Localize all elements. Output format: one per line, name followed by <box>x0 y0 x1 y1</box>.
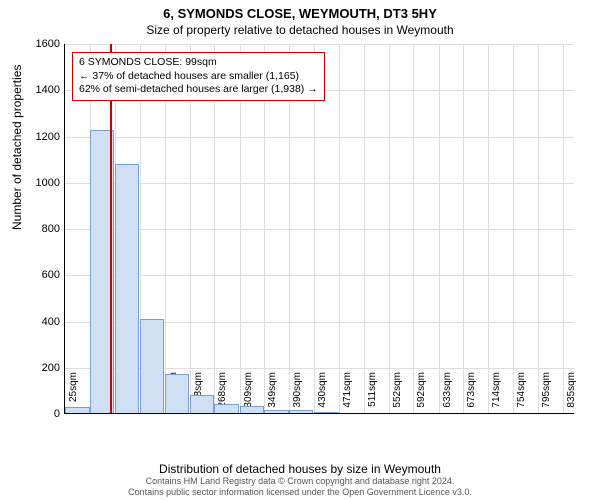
x-tick-label: 471sqm <box>342 372 353 416</box>
gridline-v <box>439 44 440 413</box>
y-tick-label: 1000 <box>20 177 60 189</box>
annotation-box: 6 SYMONDS CLOSE: 99sqm ← 37% of detached… <box>72 52 325 101</box>
x-axis-label: Distribution of detached houses by size … <box>0 462 600 476</box>
footer-line2: Contains public sector information licen… <box>0 487 600 498</box>
footer-line1: Contains HM Land Registry data © Crown c… <box>0 476 600 487</box>
y-tick-label: 1200 <box>20 131 60 143</box>
y-tick-label: 200 <box>20 362 60 374</box>
histogram-bar <box>190 395 214 414</box>
histogram-bar <box>140 319 164 413</box>
x-tick-label: 511sqm <box>367 372 378 416</box>
gridline-v <box>563 44 564 413</box>
gridline-v <box>463 44 464 413</box>
gridline-v <box>339 44 340 413</box>
x-tick-label: 795sqm <box>541 372 552 416</box>
gridline-v <box>513 44 514 413</box>
histogram-bar <box>165 374 190 413</box>
x-tick-label: 430sqm <box>317 372 328 416</box>
y-tick-label: 600 <box>20 269 60 281</box>
x-tick-label: 835sqm <box>566 372 577 416</box>
gridline-v <box>488 44 489 413</box>
y-tick-label: 1600 <box>20 38 60 50</box>
chart-subtitle: Size of property relative to detached ho… <box>0 21 600 41</box>
histogram-bar <box>65 407 90 413</box>
gridline-h <box>65 275 574 276</box>
histogram-bar <box>264 410 289 413</box>
gridline-h <box>65 183 574 184</box>
gridline-h <box>65 44 574 45</box>
chart-container: 6, SYMONDS CLOSE, WEYMOUTH, DT3 5HY Size… <box>0 0 600 500</box>
gridline-v <box>389 44 390 413</box>
gridline-v <box>538 44 539 413</box>
x-tick-label: 552sqm <box>392 372 403 416</box>
histogram-bar <box>214 404 239 413</box>
histogram-bar <box>115 164 140 413</box>
x-tick-label: 673sqm <box>466 372 477 416</box>
y-tick-label: 800 <box>20 223 60 235</box>
gridline-h <box>65 229 574 230</box>
y-tick-label: 0 <box>20 408 60 420</box>
y-tick-label: 400 <box>20 316 60 328</box>
y-tick-label: 1400 <box>20 84 60 96</box>
annotation-line3: 62% of semi-detached houses are larger (… <box>79 83 318 97</box>
histogram-bar <box>240 406 264 413</box>
chart-address-title: 6, SYMONDS CLOSE, WEYMOUTH, DT3 5HY <box>0 0 600 21</box>
gridline-h <box>65 137 574 138</box>
footer-attribution: Contains HM Land Registry data © Crown c… <box>0 476 600 498</box>
histogram-bar <box>289 410 313 413</box>
x-tick-label: 754sqm <box>516 372 527 416</box>
x-tick-label: 592sqm <box>416 372 427 416</box>
gridline-v <box>413 44 414 413</box>
x-tick-label: 714sqm <box>491 372 502 416</box>
gridline-v <box>364 44 365 413</box>
x-tick-label: 633sqm <box>442 372 453 416</box>
annotation-line1: 6 SYMONDS CLOSE: 99sqm <box>79 56 318 70</box>
annotation-line2: ← 37% of detached houses are smaller (1,… <box>79 70 318 84</box>
histogram-bar <box>314 412 339 413</box>
